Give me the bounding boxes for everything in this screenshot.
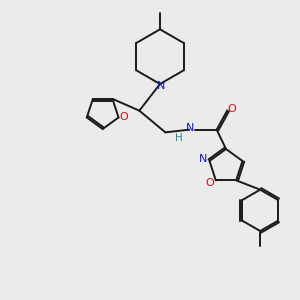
- Text: N: N: [185, 123, 194, 133]
- Text: O: O: [120, 112, 129, 122]
- Text: O: O: [206, 178, 214, 188]
- Text: N: N: [199, 154, 208, 164]
- Text: O: O: [227, 104, 236, 114]
- Text: N: N: [157, 81, 165, 91]
- Text: H: H: [176, 133, 183, 143]
